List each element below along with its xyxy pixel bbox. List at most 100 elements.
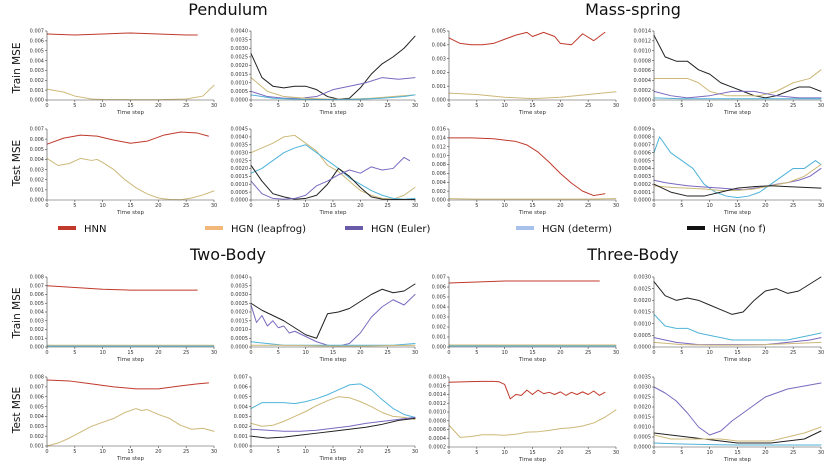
mass_train_b-ytick-label: 0.0010 <box>634 48 652 54</box>
mass_test_b-ytick-label: 0.0003 <box>634 174 652 180</box>
pend_train_a-xtick-label: 20 <box>155 103 161 109</box>
two_test_a-series-hnn <box>46 379 209 390</box>
two_test_a-ytick-label: 0.006 <box>30 394 44 400</box>
three_train_b-series-hgn-determ <box>653 313 822 341</box>
three_train_a-series-hnn <box>448 280 600 284</box>
two_test_a-xtick-label: 30 <box>211 449 217 455</box>
panel-mass-spring-test-b: 0 5 10 15 20 25 30 0.0000 0.0001 0.0002 0.0003 0.00… <box>634 127 825 216</box>
two_train_a-ytick-label: 0.001 <box>30 336 44 342</box>
mass_test_a-series-hnn <box>448 137 606 197</box>
pend_train_b-ytick-label: 0.0030 <box>231 46 249 52</box>
two_train_b-ytick-label: 0.0020 <box>231 310 249 316</box>
three_test_a-xlabel: Time step <box>518 457 547 463</box>
three_train_a-xtick-label: 10 <box>501 350 507 356</box>
mass_train_a-ytick-label: 0.000 <box>432 98 446 104</box>
three_test_b-xtick-label: 0 <box>652 450 655 456</box>
panel-two-body-train-b: 0 5 10 15 20 25 30 0.0000 0.0005 0.0010 0.0015 0.00… <box>231 275 419 363</box>
pend_test_a-xtick-label: 25 <box>183 203 189 209</box>
pend_test_b-ytick-label: 0.0015 <box>231 174 249 180</box>
two_train_b-xtick-label: 20 <box>357 350 363 356</box>
three_train_a-ytick-label: 0.007 <box>432 275 446 281</box>
pend_test_b-xtick-label: 0 <box>249 203 252 209</box>
legend-item-hgn-no-f: HGN (no f) <box>687 224 766 235</box>
three_test_b-ytick-label: 0.0015 <box>634 415 652 421</box>
two_test_b-series-hgn-euler <box>250 416 416 432</box>
mass_test_b-xtick-label: 15 <box>734 203 740 209</box>
three_test_a-ytick-label: 0.0006 <box>429 427 447 433</box>
two_test_b-ytick-label: 0.004 <box>234 404 248 410</box>
panel-pendulum-test-a: 0 5 10 15 20 25 30 0.000 0.001 0.002 0.003 0.004 0.0… <box>30 127 218 216</box>
pend_train_a-xtick-label: 5 <box>73 103 76 109</box>
two_test_a-xtick-label: 0 <box>45 449 48 455</box>
pend_train_b-xtick-label: 10 <box>302 103 308 109</box>
three_train_a-ytick-label: 0.003 <box>432 315 446 321</box>
pend_test_b-ytick-label: 0.0000 <box>231 198 249 204</box>
mass_train_a-xtick-label: 25 <box>585 103 591 109</box>
mass_train_b-series-hgn-leapfrog <box>653 69 822 97</box>
mass_test_b-series-hgn-no-f <box>653 183 822 197</box>
two_test_a-ytick-label: 0.007 <box>30 385 44 391</box>
mass_test_b-xtick-label: 30 <box>818 203 824 209</box>
panel-two-body-train-a: 0 5 10 15 20 25 30 0.000 0.001 0.002 0.003 0.004 0.0… <box>30 275 218 363</box>
pend_train_b-series-hgn-no-f <box>250 35 416 100</box>
two_test_a-xtick-label: 5 <box>73 449 76 455</box>
pend_train_b-xtick-label: 30 <box>412 103 418 109</box>
three_test_b-series-hgn-determ <box>653 442 822 446</box>
two_test_a-ytick-label: 0.003 <box>30 424 44 430</box>
pend_train_a-ytick-label: 0.004 <box>30 58 44 64</box>
three_test_a-series-hnn <box>448 380 606 400</box>
mass_test_b-xtick-label: 10 <box>706 203 712 209</box>
panel-three-body-test-b: 0 5 10 15 20 25 30 0.0000 0.0005 0.0010 0.0015 0.00… <box>634 375 825 463</box>
three_test_b-xtick-label: 20 <box>762 450 768 456</box>
pend_test_a-series-hnn <box>46 131 209 145</box>
pend_train_a-xtick-label: 25 <box>183 103 189 109</box>
three_train_b-ytick-label: 0.0000 <box>634 345 652 351</box>
three_test_b-xlabel: Time step <box>723 457 752 463</box>
mass_train_a-ytick-label: 0.005 <box>432 29 446 35</box>
row-label-train-mse-top: Train MSE <box>11 43 23 95</box>
two_train_b-xtick-label: 25 <box>384 350 390 356</box>
three_test_b-ytick-label: 0.0010 <box>634 425 652 431</box>
two_test_b-ytick-label: 0.003 <box>234 414 248 420</box>
pend_train_a-ytick-label: 0.007 <box>30 29 44 35</box>
two_train_b-xtick-label: 10 <box>302 350 308 356</box>
mass_test_b-series-hgn-euler <box>653 167 822 191</box>
mass_train_a-xlabel: Time step <box>518 110 547 116</box>
mass_train_b-series-hgn-determ <box>653 97 822 100</box>
two_train_b-ytick-label: 0.0015 <box>231 318 249 324</box>
mass_test_b-ytick-label: 0.0004 <box>634 166 652 172</box>
pend_test_b-series-hgn-determ <box>250 144 416 200</box>
legend-label-hgn-determ: HGN (determ) <box>542 224 612 235</box>
two_train_a-ytick-label: 0.003 <box>30 318 44 324</box>
pend_train_b-ytick-label: 0.0035 <box>231 37 249 43</box>
pend_test_b-xtick-label: 15 <box>330 203 336 209</box>
two_test_b-ytick-label: 0.005 <box>234 394 248 400</box>
pend_train_a-ytick-label: 0.001 <box>30 88 44 94</box>
pend_test_b-xtick-label: 25 <box>384 203 390 209</box>
two_test_b-ytick-label: 0.000 <box>234 444 248 450</box>
pend_train_b-ytick-label: 0.0015 <box>231 72 249 78</box>
two_train_a-xtick-label: 20 <box>155 350 161 356</box>
pend_train_b-xlabel: Time step <box>318 110 347 116</box>
two_train_a-xtick-label: 30 <box>211 350 217 356</box>
two_test_b-xtick-label: 15 <box>330 449 336 455</box>
pend_train_a-series-hgn-leapfrog <box>46 84 215 101</box>
mass_test_b-xtick-label: 0 <box>652 203 655 209</box>
mass_test_b-ytick-label: 0.0005 <box>634 158 652 164</box>
two_test_a-xtick-label: 25 <box>183 449 189 455</box>
three_test_a-xtick-label: 5 <box>475 450 478 456</box>
pend_test_a-ytick-label: 0.003 <box>30 167 44 173</box>
mass_test_b-ytick-label: 0.0002 <box>634 182 652 188</box>
two_test_a-xtick-label: 20 <box>155 449 161 455</box>
three_train_b-xtick-label: 20 <box>762 350 768 356</box>
mass_test_a-ytick-label: 0.016 <box>432 127 446 133</box>
three_test_b-series-hgn-no-f <box>653 430 822 444</box>
legend: HNN HGN (leapfrog) HGN (Euler) HGN (dete… <box>58 224 766 235</box>
pend_test_a-xtick-label: 15 <box>127 203 133 209</box>
legend-label-hnn: HNN <box>84 224 106 235</box>
pend_train_a-ytick-label: 0.003 <box>30 68 44 74</box>
mass_test_b-xtick-label: 5 <box>680 203 683 209</box>
pend_test_b-xtick-label: 10 <box>302 203 308 209</box>
two_train_a-ytick-label: 0.002 <box>30 327 44 333</box>
three_train_a-ytick-label: 0.001 <box>432 335 446 341</box>
